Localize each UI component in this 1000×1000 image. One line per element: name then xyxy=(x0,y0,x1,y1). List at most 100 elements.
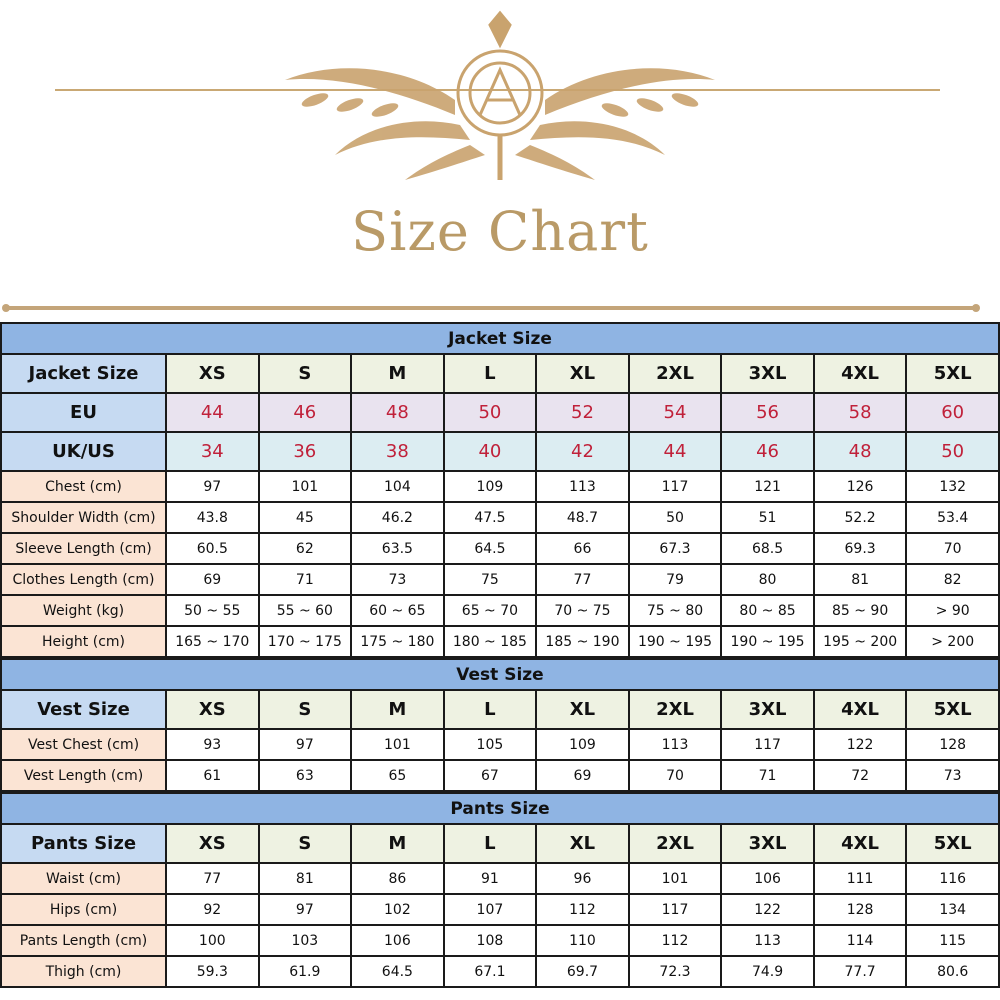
measurement-cell: 190 ~ 195 xyxy=(720,625,815,658)
eu-size-cell: 56 xyxy=(720,392,815,433)
size-header-cell: L xyxy=(442,689,538,730)
measurement-cell: 102 xyxy=(350,893,445,926)
measurement-cell: 85 ~ 90 xyxy=(812,594,908,627)
size-header-cell: 5XL xyxy=(905,353,1000,394)
measurement-cell: 113 xyxy=(720,924,815,957)
measurement-cell: 112 xyxy=(627,924,723,957)
measurement-cell: 72 xyxy=(812,759,908,792)
eu-size-cell: 48 xyxy=(350,392,445,433)
measurement-cell: > 200 xyxy=(905,625,1000,658)
eu-size-cell: 46 xyxy=(257,392,353,433)
size-header-cell: L xyxy=(442,353,538,394)
measurement-cell: 134 xyxy=(905,893,1000,926)
measurement-cell: 92 xyxy=(165,893,260,926)
measurement-label: Chest (cm) xyxy=(0,470,167,503)
measurement-cell: 113 xyxy=(535,470,630,503)
vest-size-table: Vest Size Vest Size XS S M L XL 2XL 3XL 4XL 5XL Ves… xyxy=(0,658,1000,792)
eu-size-cell: 60 xyxy=(905,392,1000,433)
measurement-cell: 75 ~ 80 xyxy=(627,594,723,627)
measurement-cell: 60.5 xyxy=(165,532,260,565)
eu-size-cell: 50 xyxy=(442,392,538,433)
measurement-cell: 55 ~ 60 xyxy=(257,594,353,627)
measurement-cell: 59.3 xyxy=(165,955,260,988)
size-row-label: Pants Size xyxy=(0,823,167,864)
measurement-cell: 80 xyxy=(720,563,815,596)
ukus-row-label: UK/US xyxy=(0,431,167,472)
measurement-cell: 50 ~ 55 xyxy=(165,594,260,627)
jacket-size-row: Jacket Size XS S M L XL 2XL 3XL 4XL 5XL xyxy=(0,353,1000,394)
eu-size-cell: 54 xyxy=(627,392,723,433)
measurement-cell: 79 xyxy=(627,563,723,596)
measurement-cell: 53.4 xyxy=(905,501,1000,534)
measurement-cell: 190 ~ 195 xyxy=(627,625,723,658)
measurement-cell: 80.6 xyxy=(905,955,1000,988)
table-row: Waist (cm) 77 81 86 91 96 101 106 111 116 xyxy=(0,862,1000,895)
measurement-cell: 65 ~ 70 xyxy=(442,594,538,627)
size-header-cell: 5XL xyxy=(905,689,1000,730)
measurement-cell: 122 xyxy=(812,728,908,761)
size-header-cell: XL xyxy=(535,689,630,730)
pants-size-table: Pants Size Pants Size XS S M L XL 2XL 3XL 4XL 5XL W… xyxy=(0,792,1000,988)
measurement-label: Clothes Length (cm) xyxy=(0,563,167,596)
table-row: Vest Length (cm) 61 63 65 67 69 70 71 72 73 xyxy=(0,759,1000,792)
measurement-cell: 109 xyxy=(442,470,538,503)
ukus-size-cell: 38 xyxy=(350,431,445,472)
measurement-cell: 111 xyxy=(812,862,908,895)
title-divider xyxy=(5,306,975,310)
measurement-cell: 67.1 xyxy=(442,955,538,988)
measurement-cell: 52.2 xyxy=(812,501,908,534)
measurement-label: Vest Length (cm) xyxy=(0,759,167,792)
measurement-cell: 64.5 xyxy=(442,532,538,565)
measurement-cell: 70 xyxy=(627,759,723,792)
ukus-size-cell: 44 xyxy=(627,431,723,472)
divider-dot-left xyxy=(2,304,10,312)
table-row: Height (cm) 165 ~ 170 170 ~ 175 175 ~ 180 18… xyxy=(0,625,1000,658)
measurement-cell: 69.3 xyxy=(812,532,908,565)
measurement-cell: 122 xyxy=(720,893,815,926)
measurement-label: Weight (kg) xyxy=(0,594,167,627)
pants-size-row: Pants Size XS S M L XL 2XL 3XL 4XL 5XL xyxy=(0,823,1000,864)
measurement-cell: 115 xyxy=(905,924,1000,957)
table-row: Pants Length (cm) 100 103 106 108 110 112 113 11… xyxy=(0,924,1000,957)
measurement-cell: 69.7 xyxy=(535,955,630,988)
size-header-cell: M xyxy=(350,823,445,864)
measurement-cell: 62 xyxy=(257,532,353,565)
measurement-cell: 126 xyxy=(812,470,908,503)
size-header-cell: S xyxy=(257,689,353,730)
table-row: Sleeve Length (cm) 60.5 62 63.5 64.5 66 67.3 68… xyxy=(0,532,1000,565)
measurement-cell: 69 xyxy=(165,563,260,596)
measurement-cell: 117 xyxy=(627,470,723,503)
measurement-cell: 106 xyxy=(350,924,445,957)
ukus-size-cell: 34 xyxy=(165,431,260,472)
measurement-cell: 61 xyxy=(165,759,260,792)
measurement-cell: 97 xyxy=(257,893,353,926)
measurement-label: Shoulder Width (cm) xyxy=(0,501,167,534)
measurement-cell: 110 xyxy=(535,924,630,957)
measurement-cell: 117 xyxy=(627,893,723,926)
measurement-label: Thigh (cm) xyxy=(0,955,167,988)
measurement-cell: 195 ~ 200 xyxy=(812,625,908,658)
size-chart-tables: Jacket Size Jacket Size XS S M L XL 2XL 3XL 4XL 5X… xyxy=(0,322,1000,988)
eu-size-cell: 44 xyxy=(165,392,260,433)
measurement-cell: 70 xyxy=(905,532,1000,565)
table-row: Chest (cm) 97 101 104 109 113 117 121 126 132 xyxy=(0,470,1000,503)
vest-size-row: Vest Size XS S M L XL 2XL 3XL 4XL 5XL xyxy=(0,689,1000,730)
table-row: Weight (kg) 50 ~ 55 55 ~ 60 60 ~ 65 65 ~ 70 7… xyxy=(0,594,1000,627)
measurement-cell: 185 ~ 190 xyxy=(535,625,630,658)
table-row: Clothes Length (cm) 69 71 73 75 77 79 80 81 82 xyxy=(0,563,1000,596)
ukus-size-cell: 42 xyxy=(535,431,630,472)
gold-crest-ornament-icon xyxy=(285,10,715,180)
measurement-cell: 43.8 xyxy=(165,501,260,534)
measurement-cell: 63 xyxy=(257,759,353,792)
measurement-cell: 73 xyxy=(905,759,1000,792)
size-header-cell: L xyxy=(442,823,538,864)
measurement-cell: 71 xyxy=(720,759,815,792)
measurement-cell: 81 xyxy=(812,563,908,596)
size-header-cell: M xyxy=(350,353,445,394)
measurement-cell: 105 xyxy=(442,728,538,761)
measurement-cell: 47.5 xyxy=(442,501,538,534)
size-header-cell: S xyxy=(257,353,353,394)
measurement-cell: 64.5 xyxy=(350,955,445,988)
measurement-cell: 101 xyxy=(627,862,723,895)
measurement-cell: 46.2 xyxy=(350,501,445,534)
